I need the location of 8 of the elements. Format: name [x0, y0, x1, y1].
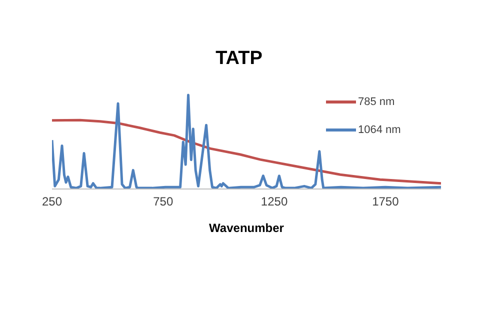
legend-label: 785 nm: [358, 96, 395, 108]
chart-title: TATP: [214, 48, 264, 70]
legend-label: 1064 nm: [358, 124, 401, 136]
x-tick-label: 250: [42, 194, 62, 209]
x-tick-label: 750: [153, 194, 174, 209]
x-tick-label: 1250: [260, 194, 288, 209]
x-tick-label: 1750: [372, 194, 400, 209]
x-axis-title: Wavenumber: [209, 221, 284, 235]
